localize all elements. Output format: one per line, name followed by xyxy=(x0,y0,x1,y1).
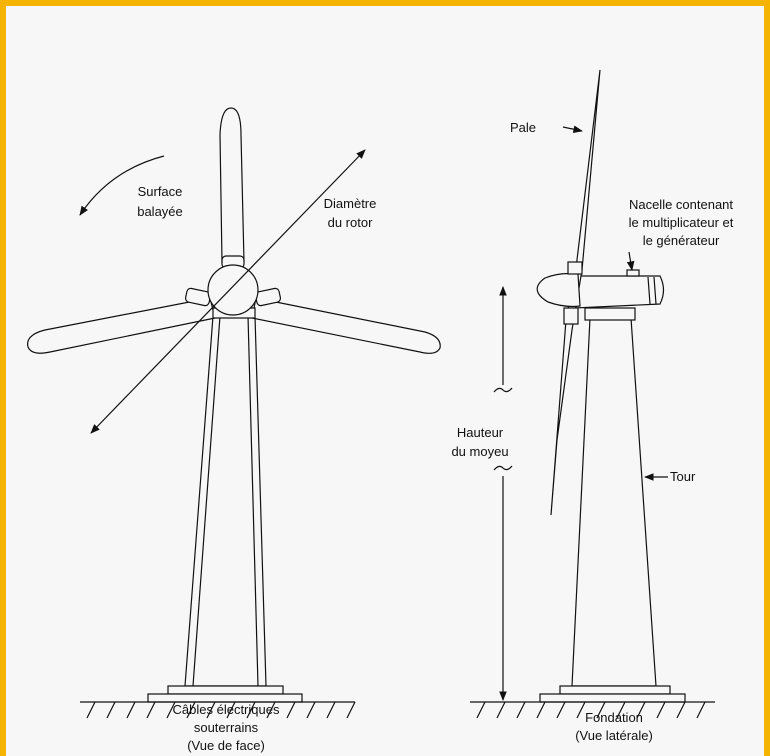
side-view xyxy=(470,69,715,719)
spinner xyxy=(536,272,581,308)
label: Surface xyxy=(138,184,183,199)
nacelle-arrow xyxy=(626,251,635,271)
nacelle-line xyxy=(647,276,651,305)
yaw-base xyxy=(584,307,636,321)
label: souterrains xyxy=(194,720,259,735)
nacelle-line xyxy=(653,276,657,305)
nacelle xyxy=(574,275,665,309)
label: Pale xyxy=(510,120,536,135)
ground-hatch xyxy=(86,701,356,719)
base xyxy=(167,685,284,695)
label: Hauteur xyxy=(457,425,504,440)
front-view xyxy=(27,107,441,719)
labels: Surface balayée Diamètre du rotor Pale Nacell… xyxy=(137,120,734,753)
label: Câbles électriques xyxy=(173,702,280,717)
label: balayée xyxy=(137,204,183,219)
base xyxy=(147,693,303,703)
diameter-arrow xyxy=(90,149,366,434)
hub xyxy=(207,264,259,316)
blade-root xyxy=(567,261,583,275)
blade-root xyxy=(563,307,579,325)
height-break xyxy=(493,387,513,393)
base xyxy=(539,693,686,703)
nacelle-top xyxy=(626,269,640,277)
height-break xyxy=(493,465,513,471)
base xyxy=(559,685,671,695)
label: le générateur xyxy=(643,233,720,248)
label: le multiplicateur et xyxy=(629,215,734,230)
blade-top xyxy=(219,107,245,263)
label: du moyeu xyxy=(451,444,508,459)
label: Fondation xyxy=(585,710,643,725)
blade-arrow xyxy=(562,125,583,133)
label: (Vue de face) xyxy=(187,738,265,753)
label: Tour xyxy=(670,469,696,484)
label: du rotor xyxy=(328,215,373,230)
ground-hatch xyxy=(476,701,706,719)
label: (Vue latérale) xyxy=(575,728,653,743)
label: Nacelle contenant xyxy=(629,197,733,212)
label: Diamètre xyxy=(324,196,377,211)
